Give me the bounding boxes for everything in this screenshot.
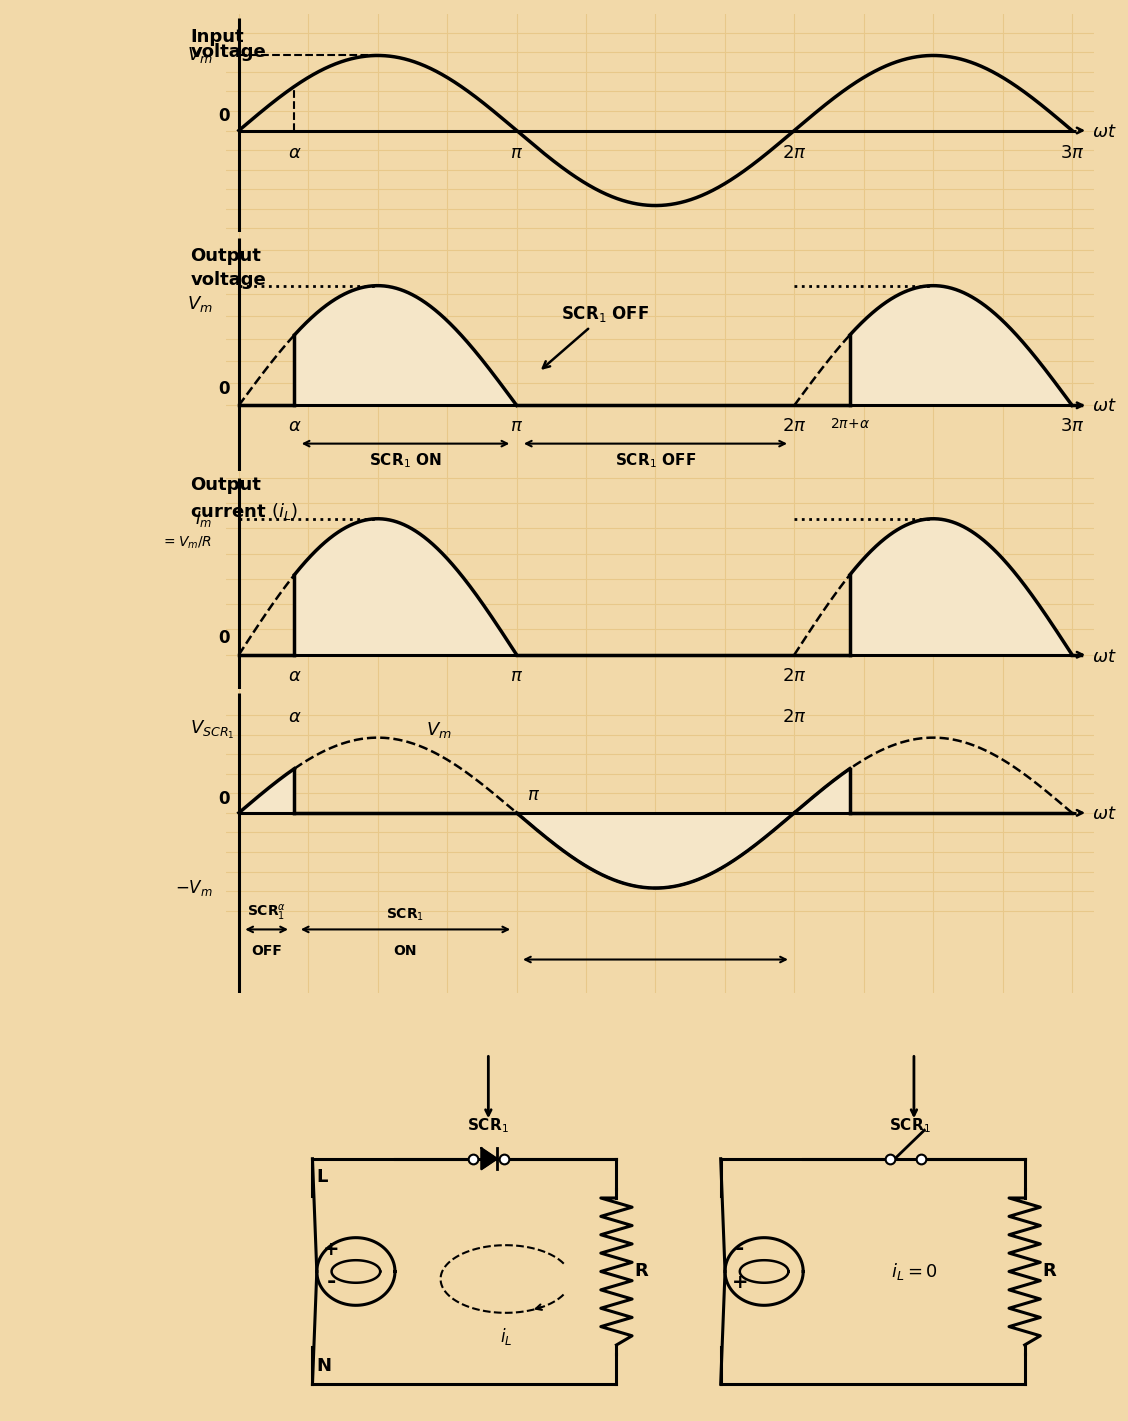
Text: $i_L$: $i_L$ (500, 1326, 512, 1347)
Text: L: L (317, 1168, 328, 1185)
Text: $\pi$: $\pi$ (527, 786, 540, 804)
Text: -: - (735, 1239, 744, 1259)
Text: $\alpha$: $\alpha$ (288, 708, 301, 726)
Text: $\pi$: $\pi$ (510, 666, 523, 685)
Text: -: - (327, 1272, 336, 1292)
Text: $2\pi$: $2\pi$ (782, 144, 807, 162)
Text: SCR$_1$: SCR$_1$ (467, 1115, 509, 1135)
Text: $V_m$: $V_m$ (186, 294, 212, 314)
Text: current $(i_L)$: current $(i_L)$ (191, 502, 299, 523)
Text: $\pi$: $\pi$ (510, 144, 523, 162)
Text: $\omega t$: $\omega t$ (1092, 804, 1117, 823)
Text: $V_m$: $V_m$ (426, 720, 451, 740)
Text: $2\pi$: $2\pi$ (782, 708, 807, 726)
Text: $\alpha$: $\alpha$ (288, 144, 301, 162)
Text: SCR$_1$ OFF: SCR$_1$ OFF (615, 450, 696, 469)
Text: 0: 0 (219, 107, 230, 125)
Text: SCR$_1$ ON: SCR$_1$ ON (369, 450, 442, 469)
Text: $\alpha$: $\alpha$ (288, 666, 301, 685)
Text: SCR$_1$: SCR$_1$ (387, 907, 424, 924)
Text: $\omega t$: $\omega t$ (1092, 648, 1117, 665)
Text: $\omega t$: $\omega t$ (1092, 398, 1117, 415)
Text: Output: Output (191, 476, 261, 493)
Text: $i_L = 0$: $i_L = 0$ (891, 1260, 937, 1282)
Text: $\pi$: $\pi$ (510, 418, 523, 435)
Text: SCR$_1$: SCR$_1$ (889, 1115, 931, 1135)
Text: $\omega t$: $\omega t$ (1092, 122, 1117, 141)
Text: Input: Input (191, 28, 244, 45)
Text: $2\pi$: $2\pi$ (782, 666, 807, 685)
Text: ON: ON (394, 945, 417, 959)
Text: R: R (1042, 1262, 1056, 1280)
Text: $I_m$: $I_m$ (195, 509, 212, 529)
Polygon shape (482, 1148, 497, 1169)
Text: 0: 0 (219, 790, 230, 807)
Text: voltage: voltage (191, 43, 266, 61)
Text: voltage: voltage (191, 270, 266, 288)
Text: SCR$_1^{\alpha}$: SCR$_1^{\alpha}$ (247, 904, 287, 924)
Text: $\alpha$: $\alpha$ (288, 418, 301, 435)
Text: +: + (324, 1241, 340, 1259)
Text: $3\pi$: $3\pi$ (1060, 418, 1084, 435)
Text: +: + (732, 1273, 748, 1292)
Text: $2\pi$: $2\pi$ (782, 418, 807, 435)
Text: SCR$_1$ OFF: SCR$_1$ OFF (543, 304, 649, 368)
Text: $V_{SCR_1}$: $V_{SCR_1}$ (191, 719, 235, 742)
Text: 0: 0 (219, 381, 230, 398)
Text: 0: 0 (219, 628, 230, 647)
Text: $-V_m$: $-V_m$ (175, 878, 212, 898)
Text: $3\pi$: $3\pi$ (1060, 144, 1084, 162)
Text: OFF: OFF (252, 945, 282, 959)
Text: N: N (317, 1357, 332, 1376)
Text: $V_m$: $V_m$ (186, 45, 212, 65)
Text: R: R (634, 1262, 647, 1280)
Text: $= V_m/R$: $= V_m/R$ (161, 536, 212, 551)
Text: Output: Output (191, 247, 261, 264)
Text: $2\pi\!+\!\alpha$: $2\pi\!+\!\alpha$ (829, 418, 870, 432)
